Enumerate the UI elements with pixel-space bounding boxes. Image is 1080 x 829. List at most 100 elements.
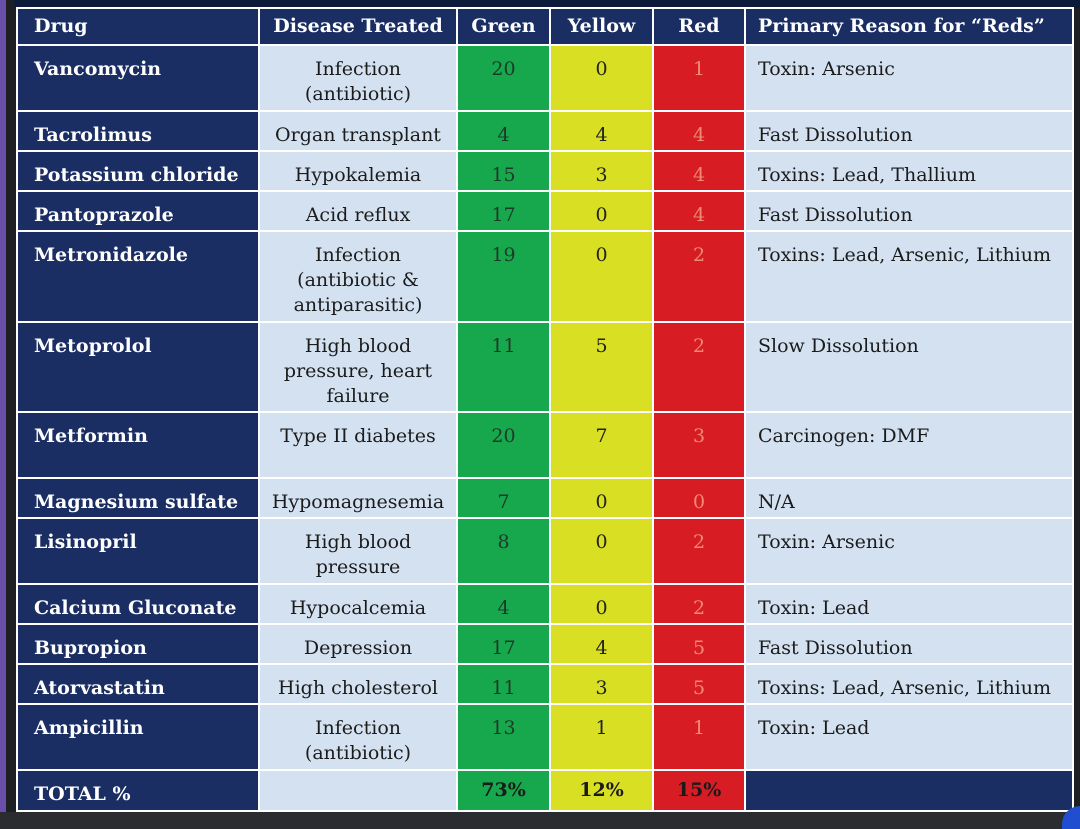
disease-text-line: Hypomagnesemia: [271, 491, 445, 513]
disease-text-line: failure: [326, 385, 390, 407]
green-count-cell: 17: [456, 190, 551, 232]
disease-text-line: Infection: [314, 244, 402, 266]
primary-reason-cell: Carcinogen: DMF: [744, 411, 1074, 479]
red-count-cell: 3: [652, 411, 746, 479]
bottom-taskbar-strip: [0, 812, 1080, 829]
yellow-count-cell: 0: [549, 190, 654, 232]
primary-reason-cell: Fast Dissolution: [744, 623, 1074, 665]
drug-name-cell: Calcium Gluconate: [16, 583, 260, 625]
green-count-cell: 20: [456, 411, 551, 479]
disease-treated-cell: Hypocalcemia: [258, 583, 458, 625]
yellow-count-cell: 0: [549, 44, 654, 112]
disease-treated-cell: Depression: [258, 623, 458, 665]
window-top-edge: [14, 0, 1080, 8]
corner-widget: [1062, 806, 1080, 829]
disease-text-line: Infection: [314, 717, 402, 739]
table-row: Potassium chloride Hypokalemia 15 3 4 Toxins:…: [16, 150, 1074, 192]
red-count-cell: 0: [652, 477, 746, 519]
green-count-cell: 7: [456, 477, 551, 519]
disease-treated-cell: Infection (antibiotic & antiparasitic): [258, 230, 458, 323]
primary-reason-cell: N/A: [744, 477, 1074, 519]
disease-treated-cell: Hypomagnesemia: [258, 477, 458, 519]
yellow-count-cell: 0: [549, 583, 654, 625]
disease-treated-cell: High blood pressure, heart failure: [258, 321, 458, 413]
disease-treated-cell: High blood pressure: [258, 517, 458, 585]
green-count-cell: 4: [456, 110, 551, 152]
primary-reason-cell: Fast Dissolution: [744, 190, 1074, 232]
table-header-row: Drug Disease Treated Green Yellow Red Pr…: [16, 7, 1074, 46]
header-yellow: Yellow: [549, 7, 654, 46]
primary-reason-cell: Toxin: Lead: [744, 583, 1074, 625]
table-row: Metronidazole Infection (antibiotic & antip…: [16, 230, 1074, 323]
yellow-count-cell: 4: [549, 110, 654, 152]
total-empty-cell: [258, 769, 458, 812]
total-reason-empty-cell: [744, 769, 1074, 812]
header-green: Green: [456, 7, 551, 46]
yellow-count-cell: 0: [549, 477, 654, 519]
table-row: Magnesium sulfate Hypomagnesemia 7 0 0 N/A: [16, 477, 1074, 519]
drug-name-cell: Tacrolimus: [16, 110, 260, 152]
drug-table-container: Drug Disease Treated Green Yellow Red Pr…: [16, 7, 1074, 812]
drug-name-cell: Potassium chloride: [16, 150, 260, 192]
green-count-cell: 11: [456, 663, 551, 705]
disease-text-line: pressure, heart: [283, 360, 433, 382]
red-count-cell: 2: [652, 583, 746, 625]
disease-text-line: (antibiotic &: [297, 269, 419, 291]
total-green-percent: 73%: [456, 769, 551, 812]
table-row: Ampicillin Infection (antibiotic) 13 1 1 Toxin…: [16, 703, 1074, 771]
green-count-cell: 17: [456, 623, 551, 665]
total-yellow-percent: 12%: [549, 769, 654, 812]
table-body: Vancomycin Infection (antibiotic) 20 0 1 Toxin…: [16, 44, 1074, 771]
yellow-count-cell: 7: [549, 411, 654, 479]
disease-text-line: Infection: [314, 58, 402, 80]
disease-treated-cell: Hypokalemia: [258, 150, 458, 192]
primary-reason-cell: Fast Dissolution: [744, 110, 1074, 152]
header-primary-reason: Primary Reason for “Reds”: [744, 7, 1074, 46]
total-row: TOTAL % 73% 12% 15%: [16, 769, 1074, 812]
disease-text-line: Acid reflux: [305, 204, 411, 226]
drug-name-cell: Lisinopril: [16, 517, 260, 585]
disease-text-line: High blood: [304, 531, 412, 553]
drug-name-cell: Vancomycin: [16, 44, 260, 112]
drug-test-results-table: Drug Disease Treated Green Yellow Red Pr…: [16, 7, 1074, 812]
red-count-cell: 5: [652, 623, 746, 665]
primary-reason-cell: Toxins: Lead, Arsenic, Lithium: [744, 663, 1074, 705]
primary-reason-cell: Toxins: Lead, Thallium: [744, 150, 1074, 192]
disease-text-line: Hypokalemia: [294, 164, 422, 186]
yellow-count-cell: 3: [549, 150, 654, 192]
green-count-cell: 15: [456, 150, 551, 192]
disease-text-line: (antibiotic): [304, 83, 412, 105]
drug-name-cell: Metronidazole: [16, 230, 260, 323]
primary-reason-cell: Toxin: Lead: [744, 703, 1074, 771]
red-count-cell: 1: [652, 44, 746, 112]
yellow-count-cell: 1: [549, 703, 654, 771]
disease-treated-cell: High cholesterol: [258, 663, 458, 705]
disease-text-line: Depression: [303, 637, 413, 659]
primary-reason-cell: Toxins: Lead, Arsenic, Lithium: [744, 230, 1074, 323]
drug-name-cell: Ampicillin: [16, 703, 260, 771]
yellow-count-cell: 0: [549, 517, 654, 585]
table-row: Tacrolimus Organ transplant 4 4 4 Fast Dissol…: [16, 110, 1074, 152]
red-count-cell: 1: [652, 703, 746, 771]
yellow-count-cell: 3: [549, 663, 654, 705]
table-row: Bupropion Depression 17 4 5 Fast Dissolution: [16, 623, 1074, 665]
red-count-cell: 2: [652, 321, 746, 413]
primary-reason-cell: Toxin: Arsenic: [744, 44, 1074, 112]
red-count-cell: 5: [652, 663, 746, 705]
disease-text-line: Organ transplant: [275, 124, 441, 146]
green-count-cell: 8: [456, 517, 551, 585]
yellow-count-cell: 5: [549, 321, 654, 413]
disease-text-line: (antibiotic): [304, 742, 412, 764]
table-row: Vancomycin Infection (antibiotic) 20 0 1 Toxin…: [16, 44, 1074, 112]
yellow-count-cell: 0: [549, 230, 654, 323]
header-red: Red: [652, 7, 746, 46]
primary-reason-cell: Toxin: Arsenic: [744, 517, 1074, 585]
disease-treated-cell: Infection (antibiotic): [258, 44, 458, 112]
drug-name-cell: Pantoprazole: [16, 190, 260, 232]
red-count-cell: 2: [652, 230, 746, 323]
red-count-cell: 4: [652, 150, 746, 192]
green-count-cell: 4: [456, 583, 551, 625]
drug-name-cell: Magnesium sulfate: [16, 477, 260, 519]
disease-text-line: High cholesterol: [278, 677, 438, 699]
disease-text-line: antiparasitic): [293, 294, 423, 316]
